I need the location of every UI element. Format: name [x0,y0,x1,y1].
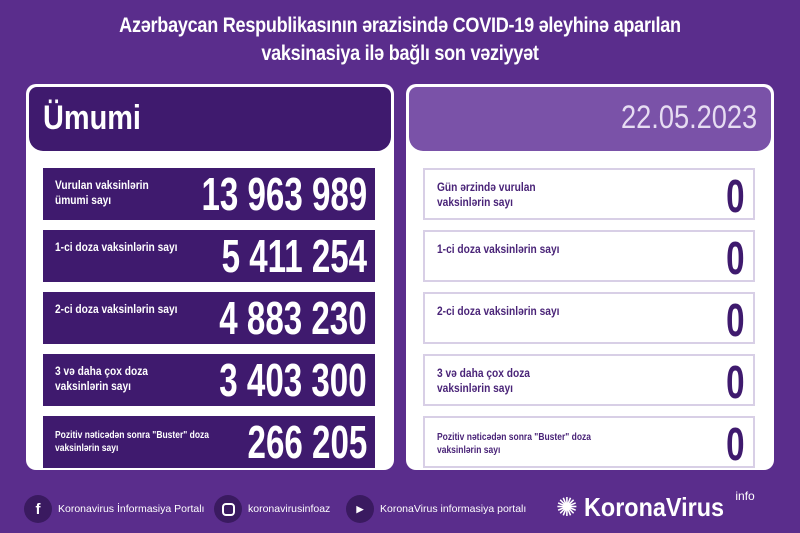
stat-row: Vurulan vaksinlərin ümumi sayı 13 963 989 [43,168,375,220]
stat-row: Pozitiv nəticədən sonra "Buster" doza va… [423,416,755,468]
stat-label: Gün ərzində vurulan vaksinlərin sayı [437,180,536,209]
stat-label: 3 və daha çox doza vaksinlərin sayı [437,366,530,395]
stat-row: 2-ci doza vaksinlərin sayı 0 [423,292,755,344]
stat-label: 2-ci doza vaksinlərin sayı [437,304,560,318]
stat-label: 1-ci doza vaksinlərin sayı [437,242,560,256]
stat-row: 2-ci doza vaksinlərin sayı 4 883 230 [43,292,375,344]
instagram-icon [214,495,242,523]
stat-label: Pozitiv nəticədən sonra "Buster" doza va… [55,430,210,454]
stat-value: 266 205 [247,416,367,468]
stat-row: Pozitiv nəticədən sonra "Buster" doza va… [43,416,375,468]
stat-value: 4 883 230 [219,292,367,344]
logo-text: KoronaVirus [583,492,724,522]
stat-row: Gün ərzində vurulan vaksinlərin sayı 0 [423,168,755,220]
stat-value: 0 [726,232,745,284]
stat-label: 2-ci doza vaksinlərin sayı [55,302,178,316]
stat-value: 0 [726,294,745,346]
date-header: 22.05.2023 [409,87,771,151]
stat-value: 3 403 300 [219,354,367,406]
total-header: Ümumi [29,87,391,151]
stat-label: Vurulan vaksinlərin ümumi sayı [55,178,149,207]
youtube-icon: ▶ [346,495,374,523]
page-title: Azərbaycan Respublikasının ərazisində CO… [56,12,744,68]
stat-row: 1-ci doza vaksinlərin sayı 5 411 254 [43,230,375,282]
facebook-icon: f [24,495,52,523]
title-line-2: vaksinasiya ilə bağlı son vəziyyət [261,42,539,65]
stat-value: 13 963 989 [201,168,367,220]
stat-value: 0 [726,356,745,408]
stat-label: 1-ci doza vaksinlərin sayı [55,240,178,254]
facebook-link[interactable]: f Koronavirus İnformasiya Portalı [24,495,204,523]
stat-value: 5 411 254 [221,230,367,282]
daily-panel: 22.05.2023 Gün ərzində vurulan vaksinlər… [406,84,774,470]
stat-label: 3 və daha çox doza vaksinlərin sayı [55,364,148,393]
instagram-link[interactable]: koronavirusinfoaz [214,495,330,523]
instagram-label: koronavirusinfoaz [248,503,331,515]
stat-label: Pozitiv nəticədən sonra "Buster" doza va… [437,432,592,456]
stat-row: 3 və daha çox doza vaksinlərin sayı 0 [423,354,755,406]
footer: f Koronavirus İnformasiya Portalı koronav… [0,488,800,528]
logo-sup: info [735,488,755,503]
total-panel: Ümumi Vurulan vaksinlərin ümumi sayı 13 9… [26,84,394,470]
stat-value: 0 [726,170,745,222]
youtube-link[interactable]: ▶ KoronaVirus informasiya portalı [346,495,526,523]
stat-row: 1-ci doza vaksinlərin sayı 0 [423,230,755,282]
stat-row: 3 və daha çox doza vaksinlərin sayı 3 403… [43,354,375,406]
virus-icon: ✺ [556,492,578,522]
stat-value: 0 [726,418,745,470]
title-line-1: Azərbaycan Respublikasının ərazisində CO… [119,14,681,37]
koronavirus-logo: ✺ KoronaVirus info [556,488,765,523]
youtube-label: KoronaVirus informasiya portalı [380,503,527,515]
total-header-label: Ümumi [43,99,141,137]
date-label: 22.05.2023 [620,99,757,135]
facebook-label: Koronavirus İnformasiya Portalı [58,503,205,515]
